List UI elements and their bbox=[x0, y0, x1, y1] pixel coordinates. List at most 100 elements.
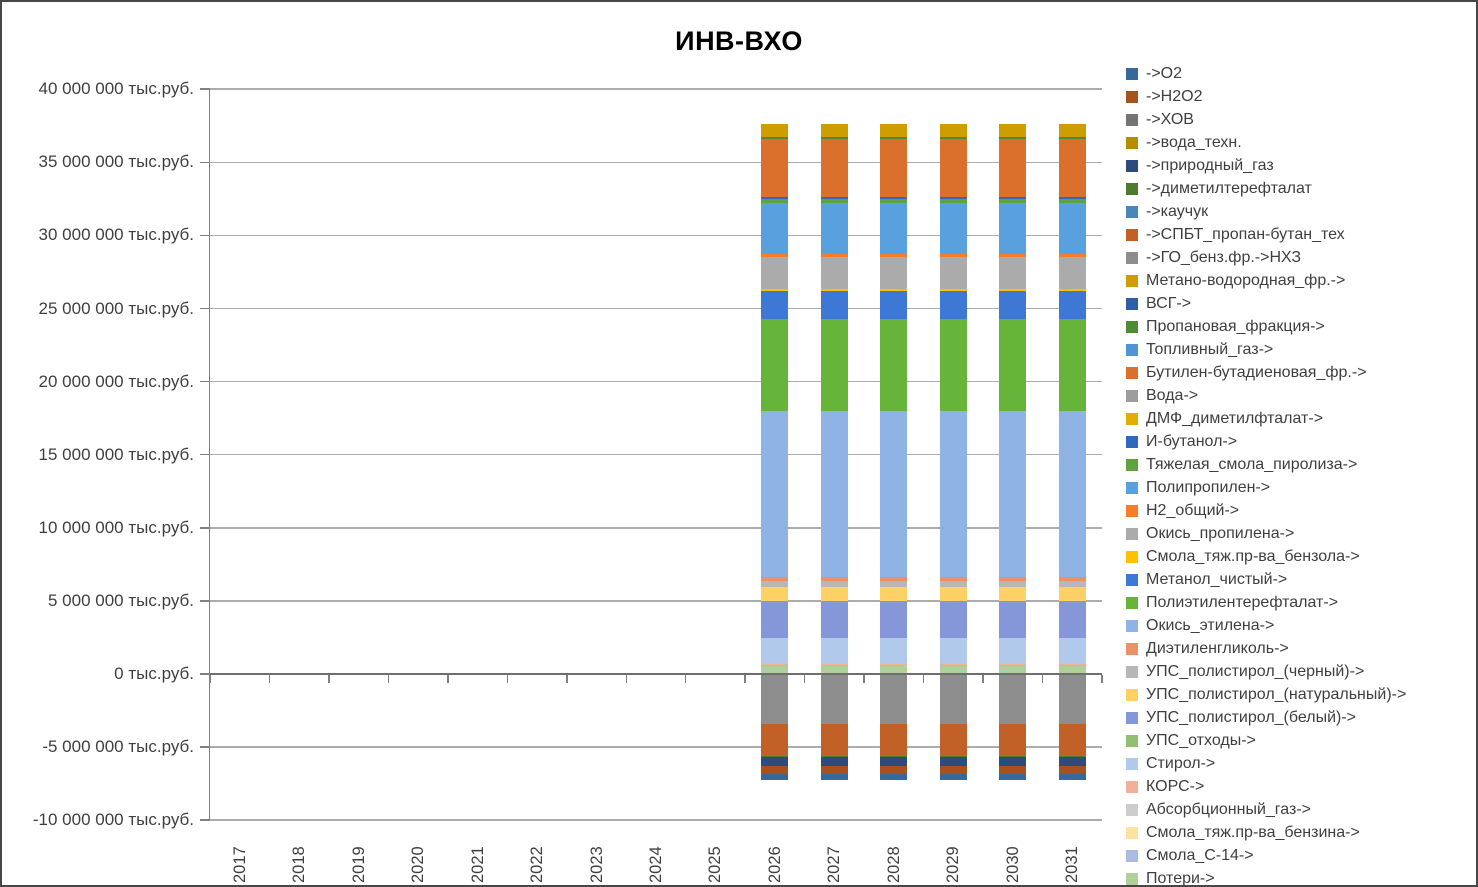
bar-segment[interactable] bbox=[761, 196, 789, 200]
bar-segment[interactable] bbox=[761, 754, 789, 756]
legend-item[interactable]: ->ХОВ bbox=[1126, 108, 1406, 131]
bar-segment[interactable] bbox=[820, 663, 848, 666]
bar-segment[interactable] bbox=[880, 600, 908, 639]
bar-segment[interactable] bbox=[939, 410, 967, 577]
bar-segment[interactable] bbox=[939, 199, 967, 203]
bar-segment[interactable] bbox=[999, 754, 1027, 756]
bar-segment[interactable] bbox=[1058, 123, 1086, 137]
bar-segment[interactable] bbox=[820, 586, 848, 601]
bar-segment[interactable] bbox=[761, 580, 789, 587]
legend-item[interactable]: ->ГО_бенз.фр.->НХЗ bbox=[1126, 246, 1406, 269]
bar-segment[interactable] bbox=[939, 665, 967, 674]
bar-segment[interactable] bbox=[1058, 202, 1086, 254]
bar-segment[interactable] bbox=[820, 136, 848, 140]
bar-segment[interactable] bbox=[999, 199, 1027, 203]
bar-segment[interactable] bbox=[820, 139, 848, 197]
bar-segment[interactable] bbox=[820, 773, 848, 781]
bar-segment[interactable] bbox=[939, 123, 967, 137]
bar-segment[interactable] bbox=[939, 638, 967, 664]
bar-segment[interactable] bbox=[999, 288, 1027, 291]
bar-segment[interactable] bbox=[820, 665, 848, 666]
bar-segment[interactable] bbox=[880, 202, 908, 254]
bar-segment[interactable] bbox=[880, 756, 908, 767]
legend-item[interactable]: ->H2O2 bbox=[1126, 85, 1406, 108]
bar-segment[interactable] bbox=[880, 754, 908, 756]
bar-segment[interactable] bbox=[880, 410, 908, 577]
bar-segment[interactable] bbox=[820, 724, 848, 755]
bar-segment[interactable] bbox=[761, 123, 789, 137]
bar-segment[interactable] bbox=[1058, 756, 1086, 757]
legend-item[interactable]: ВСГ-> bbox=[1126, 292, 1406, 315]
bar-segment[interactable] bbox=[880, 290, 908, 320]
bar-segment[interactable] bbox=[761, 410, 789, 577]
bar-segment[interactable] bbox=[880, 665, 908, 674]
bar-segment[interactable] bbox=[820, 253, 848, 258]
bar-segment[interactable] bbox=[939, 586, 967, 601]
bar-segment[interactable] bbox=[761, 319, 789, 411]
bar-segment[interactable] bbox=[820, 674, 848, 725]
bar-segment[interactable] bbox=[880, 665, 908, 666]
bar-segment[interactable] bbox=[761, 756, 789, 767]
bar-segment[interactable] bbox=[999, 410, 1027, 577]
legend-item[interactable]: Метанол_чистый-> bbox=[1126, 568, 1406, 591]
bar-segment[interactable] bbox=[880, 288, 908, 291]
bar-segment[interactable] bbox=[999, 290, 1027, 320]
bar-segment[interactable] bbox=[999, 576, 1027, 581]
bar-segment[interactable] bbox=[761, 139, 789, 197]
bar-segment[interactable] bbox=[880, 756, 908, 757]
bar-segment[interactable] bbox=[761, 586, 789, 601]
legend-item[interactable]: Полиэтилентерефталат-> bbox=[1126, 591, 1406, 614]
bar-segment[interactable] bbox=[880, 136, 908, 140]
bar-segment[interactable] bbox=[880, 674, 908, 725]
bar-segment[interactable] bbox=[880, 253, 908, 258]
legend-item[interactable]: Тяжелая_смола_пиролиза-> bbox=[1126, 453, 1406, 476]
bar-segment[interactable] bbox=[1058, 257, 1086, 289]
legend-item[interactable]: УПС_полистирол_(натуральный)-> bbox=[1126, 683, 1406, 706]
bar-segment[interactable] bbox=[820, 638, 848, 664]
bar-segment[interactable] bbox=[1058, 580, 1086, 587]
bar-segment[interactable] bbox=[820, 576, 848, 581]
legend-item[interactable]: Пропановая_фракция-> bbox=[1126, 315, 1406, 338]
bar-segment[interactable] bbox=[1058, 139, 1086, 197]
bar-segment[interactable] bbox=[880, 580, 908, 587]
legend-item[interactable]: ->вода_техн. bbox=[1126, 131, 1406, 154]
legend-item[interactable]: КОРС-> bbox=[1126, 775, 1406, 798]
bar-segment[interactable] bbox=[939, 674, 967, 725]
bar-segment[interactable] bbox=[820, 756, 848, 757]
bar-segment[interactable] bbox=[761, 257, 789, 289]
legend-item[interactable]: Потери-> bbox=[1126, 867, 1406, 885]
legend-item[interactable]: ->природный_газ bbox=[1126, 154, 1406, 177]
bar-segment[interactable] bbox=[761, 663, 789, 666]
bar-segment[interactable] bbox=[999, 724, 1027, 755]
legend-item[interactable]: И-бутанол-> bbox=[1126, 430, 1406, 453]
legend-item[interactable]: ->диметилтерефталат bbox=[1126, 177, 1406, 200]
bar-segment[interactable] bbox=[1058, 766, 1086, 774]
bar-segment[interactable] bbox=[1058, 253, 1086, 258]
bar-segment[interactable] bbox=[939, 754, 967, 756]
legend-item[interactable]: УПС_полистирол_(черный)-> bbox=[1126, 660, 1406, 683]
bar-segment[interactable] bbox=[1058, 288, 1086, 291]
bar-segment[interactable] bbox=[999, 756, 1027, 767]
bar-segment[interactable] bbox=[820, 319, 848, 411]
bar-segment[interactable] bbox=[880, 724, 908, 755]
bar-segment[interactable] bbox=[999, 665, 1027, 666]
bar-segment[interactable] bbox=[820, 196, 848, 200]
bar-segment[interactable] bbox=[1058, 319, 1086, 411]
bar-segment[interactable] bbox=[1058, 638, 1086, 664]
bar-segment[interactable] bbox=[880, 663, 908, 666]
bar-segment[interactable] bbox=[1058, 665, 1086, 674]
bar-segment[interactable] bbox=[999, 123, 1027, 137]
bar-segment[interactable] bbox=[1058, 576, 1086, 581]
bar-segment[interactable] bbox=[761, 638, 789, 664]
legend-item[interactable]: Абсорбционный_газ-> bbox=[1126, 798, 1406, 821]
bar-segment[interactable] bbox=[880, 123, 908, 137]
bar-segment[interactable] bbox=[820, 410, 848, 577]
bar-segment[interactable] bbox=[939, 139, 967, 197]
legend-item[interactable]: УПС_отходы-> bbox=[1126, 729, 1406, 752]
bar-segment[interactable] bbox=[820, 766, 848, 774]
bar-segment[interactable] bbox=[1058, 663, 1086, 666]
bar-segment[interactable] bbox=[999, 773, 1027, 781]
bar-segment[interactable] bbox=[761, 290, 789, 320]
bar-segment[interactable] bbox=[939, 724, 967, 755]
bar-segment[interactable] bbox=[939, 600, 967, 639]
